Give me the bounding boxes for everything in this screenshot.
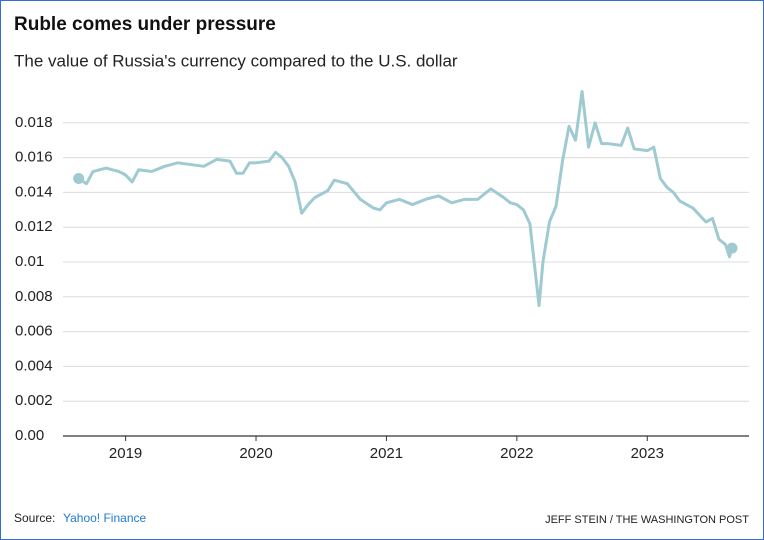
y-tick-label: 0.008 <box>15 288 53 305</box>
x-tick-label: 2023 <box>631 445 664 462</box>
source-name: Yahoo! Finance <box>63 511 146 525</box>
end-marker <box>726 242 738 254</box>
y-tick-label: 0.018 <box>15 114 53 131</box>
y-tick-label: 0.014 <box>15 183 53 200</box>
source-label: Source: <box>14 511 55 525</box>
y-tick-label: 0.006 <box>15 323 53 340</box>
y-tick-label: 0.004 <box>15 357 53 374</box>
y-tick-label: 0.00 <box>15 427 44 444</box>
x-tick-label: 2020 <box>239 445 272 462</box>
chart-title: Ruble comes under pressure <box>14 14 276 35</box>
series-line <box>77 89 734 307</box>
y-tick-label: 0.012 <box>15 218 53 235</box>
x-tick-label: 2022 <box>500 445 533 462</box>
y-tick-label: 0.002 <box>15 392 53 409</box>
x-tick-label: 2019 <box>109 445 142 462</box>
end-marker <box>73 172 85 184</box>
chart-subtitle: The value of Russia's currency compared … <box>14 51 458 70</box>
y-tick-label: 0.016 <box>15 149 53 166</box>
y-tick-label: 0.01 <box>15 253 44 270</box>
x-tick-label: 2021 <box>370 445 403 462</box>
credit: JEFF STEIN / THE WASHINGTON POST <box>545 514 749 526</box>
